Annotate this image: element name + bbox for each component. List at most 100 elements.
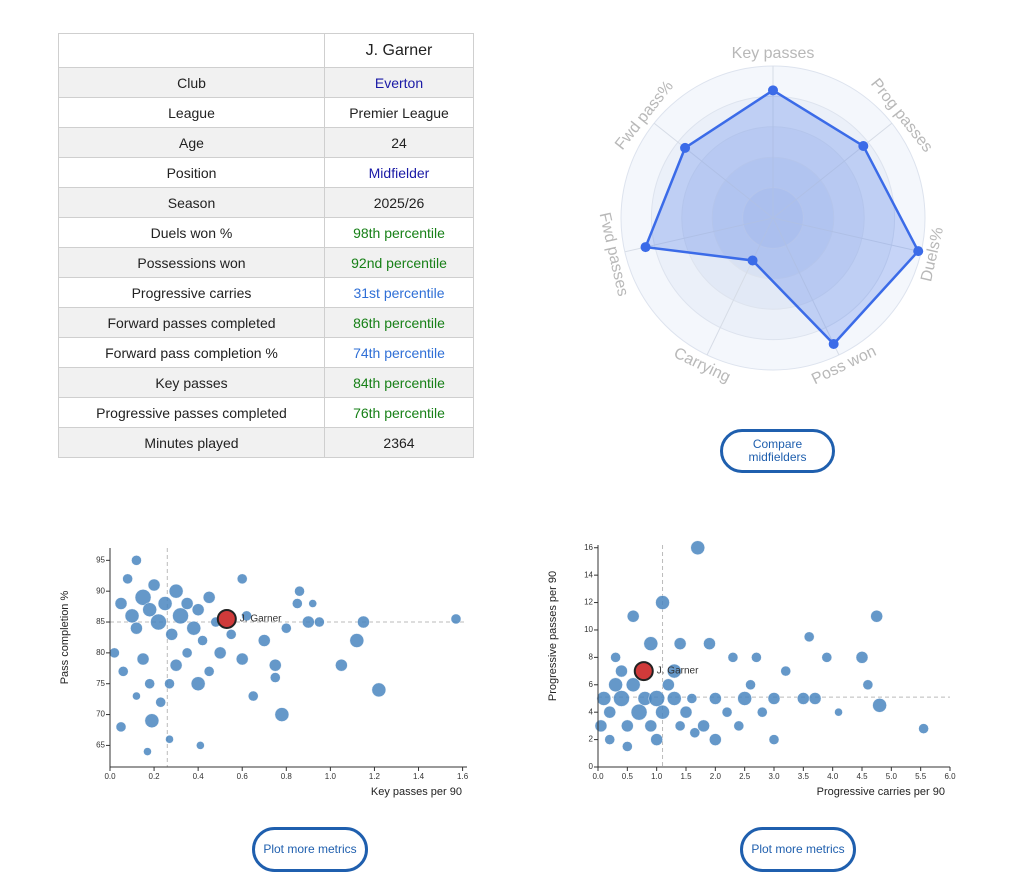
y-tick-label: 8 [589,652,594,661]
scatter-point [872,698,887,713]
scatter-point [608,677,623,692]
y-tick-label: 16 [584,543,593,552]
scatter-point [757,706,768,718]
compare-button[interactable]: Compare midfielders [720,429,835,473]
scatter-point [191,603,205,616]
x-axis-title: Key passes per 90 [371,786,462,798]
row-label: Progressive carries [58,277,325,308]
scatter-point [142,602,157,617]
x-tick-label: 6.0 [944,772,956,781]
scatter-point [213,646,227,660]
radar-point [913,246,924,257]
scatter-point [236,652,249,666]
x-tick-label: 1.4 [413,772,425,781]
scatter-point [615,664,628,678]
scatter-point [181,647,193,659]
scatter-point [308,599,317,608]
radar-spoke [706,217,774,356]
scatter-point [667,663,682,679]
y-tick-label: 65 [96,741,105,750]
scatter-point [144,678,155,689]
table-row: Forward pass completion % 74th percentile [58,337,474,368]
scatter-point [169,659,183,672]
scatter-point [241,610,252,622]
scatter-point [143,747,152,756]
table-row: Progressive carries 31st percentile [58,277,474,308]
scatter-point [745,679,756,690]
scatter-point [118,666,129,677]
scatter-point [834,707,843,717]
scatter-point [626,677,641,692]
scatter-point [870,610,883,623]
x-tick-label: 4.5 [856,772,868,781]
scatter-point [596,691,612,706]
scatter-point [768,734,780,745]
scatter-point [371,682,387,698]
plot-more-button[interactable]: Plot more metrics [252,827,368,872]
scatter-point [197,635,208,646]
x-tick-label: 2.0 [710,772,722,781]
scatter-point [603,705,616,719]
player-table: J. Garner Club Everton League Premier Leagu… [58,33,474,458]
row-value: 2025/26 [324,187,474,218]
scatter-point [767,692,781,705]
y-tick-label: 85 [96,617,105,626]
scatter-point [655,704,670,720]
y-axis-title: Progressive passes per 90 [547,571,559,701]
row-label: Forward pass completion % [58,337,325,368]
plot-more-button[interactable]: Plot more metrics [740,827,856,872]
x-tick-label: 1.6 [457,772,469,781]
scatter-point [124,608,140,624]
scatter-point [709,733,722,746]
y-tick-label: 12 [584,598,593,607]
scatter-point [314,616,325,628]
scatter-point [627,610,640,623]
highlight-point [633,661,654,682]
radar-spoke [772,122,893,219]
row-value: Everton [324,67,474,98]
x-tick-label: 1.0 [325,772,337,781]
x-tick-label: 1.5 [680,772,692,781]
scatter-point [673,637,687,650]
scatter-point [165,735,174,744]
scatter-point [302,615,315,629]
scatter-point [689,727,700,738]
radar-point [858,140,869,151]
x-tick-label: 0.8 [281,772,293,781]
scatter-point [258,634,271,647]
scatter-point [737,691,752,706]
radar-point [747,255,758,266]
scatter-point [622,741,633,752]
scatter-point [733,720,744,732]
scatter-point [643,636,658,651]
scatter-point [804,631,815,643]
table-row: Season 2025/26 [58,187,474,218]
scatter-point [780,665,791,677]
scatter-point [797,692,810,705]
row-label: League [58,97,325,128]
scatter-point [294,585,305,597]
scatter-point [855,651,869,664]
x-tick-label: 3.5 [798,772,810,781]
radar-spoke [653,122,774,219]
y-tick-label: 14 [584,570,593,579]
scatter-point [131,555,142,566]
table-row: Age 24 [58,127,474,158]
scatter-point [655,595,670,610]
x-axis-title: Progressive carries per 90 [817,786,945,798]
scatter-point [202,591,216,604]
row-value: 31st percentile [324,277,474,308]
scatter-point [357,615,370,629]
row-label: Club [58,67,325,98]
scatter-point [172,607,189,625]
scatter-point [186,620,201,636]
x-tick-label: 1.2 [369,772,381,781]
scatter-point [667,691,682,706]
scatter-point [594,719,608,733]
radar-point [828,338,839,349]
radar-point [640,242,651,253]
scatter-point [604,734,615,745]
scatter-point [292,598,303,609]
scatter-point [180,597,194,610]
